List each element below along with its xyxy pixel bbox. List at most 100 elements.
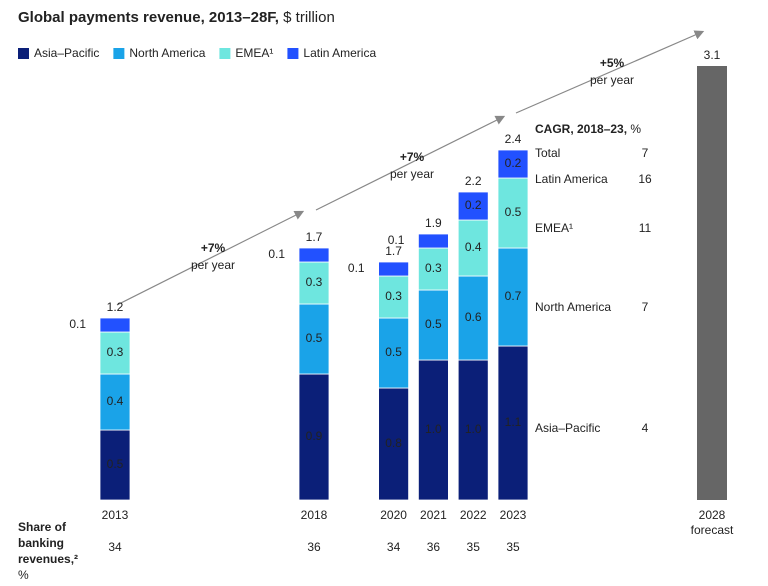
value-label: 0.9	[306, 429, 323, 443]
bar-segment	[378, 317, 410, 389]
bar-segment	[417, 233, 449, 249]
cagr-value: 4	[642, 421, 649, 435]
bar-segment	[457, 219, 489, 277]
total-label: 2.2	[465, 174, 482, 188]
title: Global payments revenue, 2013–28F,	[18, 9, 279, 26]
value-label: 0.3	[107, 345, 124, 359]
bar-segment	[497, 177, 529, 249]
bar-segment	[378, 275, 410, 319]
share-value: 34	[108, 540, 122, 554]
value-label: 0.5	[306, 331, 323, 345]
total-label: 2.4	[505, 132, 522, 146]
bar-segment	[298, 261, 330, 305]
bar-segment	[378, 387, 410, 501]
value-label: 0.8	[385, 436, 402, 450]
bar-segment	[99, 317, 131, 333]
legend-label: North America	[129, 46, 205, 60]
value-label: 0.1	[388, 233, 405, 247]
bar-segment	[378, 261, 410, 277]
x-tick-label: 2020	[380, 508, 407, 522]
bar-segment	[497, 247, 529, 347]
value-label: 1.0	[465, 422, 482, 436]
cagr-name: North America	[535, 300, 611, 314]
cagr-title-text: CAGR, 2018–23,	[535, 122, 627, 136]
value-label: 0.2	[465, 198, 482, 212]
legend-swatch	[113, 48, 125, 59]
growth-rate: +7%	[400, 150, 425, 164]
bar-segment	[497, 345, 529, 501]
growth-label: per year	[390, 167, 434, 181]
legend-label: Asia–Pacific	[34, 46, 99, 60]
bar-segment	[298, 247, 330, 263]
bar-segment	[99, 429, 131, 501]
growth-arrow	[116, 210, 305, 306]
bar-segment	[417, 359, 449, 501]
share-label: banking	[18, 536, 64, 550]
total-label: 1.7	[306, 230, 323, 244]
value-label: 1.0	[425, 422, 442, 436]
share-value: 35	[467, 540, 481, 554]
cagr-name: Asia–Pacific	[535, 421, 600, 435]
legend-label: EMEA¹	[235, 46, 273, 60]
legend-swatch	[287, 48, 299, 59]
cagr-value: 7	[642, 146, 649, 160]
value-label: 0.2	[505, 156, 522, 170]
cagr-name: Total	[535, 146, 560, 160]
share-value: 36	[427, 540, 441, 554]
cagr-value: 16	[638, 172, 652, 186]
legend-swatch	[219, 48, 231, 59]
cagr-title: CAGR, 2018–23, %	[535, 122, 641, 136]
growth-rate: +7%	[201, 241, 226, 255]
value-label: 0.7	[505, 289, 522, 303]
share-label: revenues,²	[18, 552, 78, 566]
total-label: 1.7	[385, 244, 402, 258]
bar-segment	[298, 303, 330, 375]
legend-swatch	[18, 48, 29, 59]
value-label: 0.5	[385, 345, 402, 359]
share-value: 36	[307, 540, 321, 554]
value-label: 0.5	[505, 205, 522, 219]
growth-arrow	[515, 30, 705, 114]
value-label: 0.1	[348, 261, 365, 275]
total-label: 1.2	[107, 300, 124, 314]
value-label: 0.3	[425, 261, 442, 275]
bar-segment	[497, 149, 529, 179]
forecast-bar	[697, 66, 727, 500]
cagr-unit: %	[630, 122, 641, 136]
legend-label: Latin America	[303, 46, 376, 60]
value-label: 0.1	[69, 317, 86, 331]
bar-segment	[298, 373, 330, 501]
total-label: 3.1	[704, 48, 721, 62]
value-label: 1.1	[505, 415, 522, 429]
share-value: 35	[506, 540, 520, 554]
value-label: 0.5	[425, 317, 442, 331]
total-label: 1.9	[425, 216, 442, 230]
forecast-label: forecast	[691, 523, 734, 537]
growth-label: per year	[590, 73, 634, 87]
x-tick-label: 2022	[460, 508, 487, 522]
x-tick-label: 2018	[301, 508, 328, 522]
bar-segment	[417, 289, 449, 361]
cagr-value: 7	[642, 300, 649, 314]
bar-segment	[99, 331, 131, 375]
bar-segment	[457, 359, 489, 501]
growth-label: per year	[191, 258, 235, 272]
cagr-name: EMEA¹	[535, 221, 573, 235]
cagr-value: 11	[639, 221, 652, 235]
bar-segment	[457, 191, 489, 221]
x-tick-label: 2021	[420, 508, 447, 522]
value-label: 0.5	[107, 457, 124, 471]
chart-title: Global payments revenue, 2013–28F, $ tri…	[18, 9, 335, 26]
share-value: 34	[387, 540, 401, 554]
value-label: 0.6	[465, 310, 482, 324]
value-label: 0.1	[268, 247, 285, 261]
value-label: 0.4	[465, 240, 482, 254]
value-label: 0.3	[385, 289, 402, 303]
growth-arrow	[315, 115, 506, 211]
x-tick-label: 2013	[102, 508, 129, 522]
share-label: %	[18, 568, 29, 582]
unit: $ trillion	[283, 9, 335, 26]
value-label: 0.4	[107, 394, 124, 408]
cagr-name: Latin America	[535, 172, 608, 186]
